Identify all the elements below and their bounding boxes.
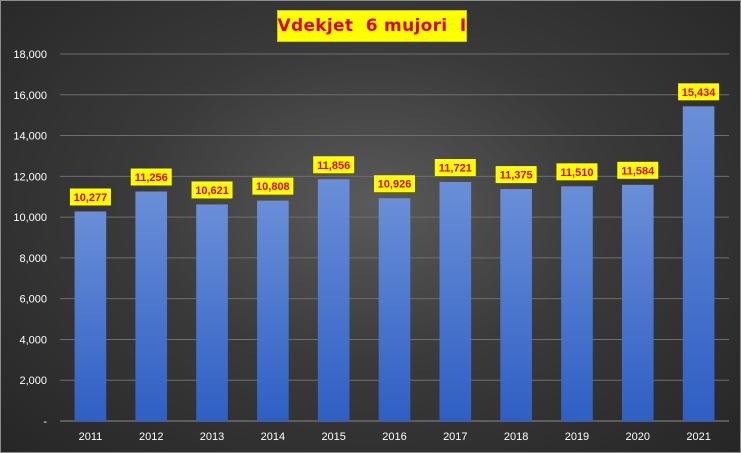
data-label-box (252, 177, 294, 195)
bar (317, 179, 350, 421)
x-tick-label: 2019 (565, 431, 589, 443)
x-tick-label: 2014 (261, 431, 285, 443)
x-tick-label: 2015 (321, 431, 345, 443)
x-axis-ticks: 2011 2012 2013 2014 2015 2016 2017 2018 2019 2020… (79, 431, 711, 443)
data-label: 10,926 (378, 179, 412, 191)
bar (500, 189, 532, 421)
data-label-box (313, 156, 355, 174)
x-tick-label: 2018 (504, 431, 528, 443)
data-label: 10,808 (256, 181, 290, 193)
x-tick-label: 2020 (626, 431, 650, 443)
data-label-box (617, 161, 659, 179)
x-tick-label: 2017 (443, 431, 467, 443)
y-tick-label: 16,000 (13, 90, 47, 102)
data-label: 11,584 (621, 165, 655, 177)
data-label: 15,434 (682, 87, 717, 99)
data-label: 11,375 (500, 170, 533, 182)
bar (378, 198, 411, 421)
y-tick-label: 12,000 (13, 171, 47, 183)
data-label: 11,256 (135, 172, 168, 184)
x-tick-label: 2011 (79, 431, 103, 443)
chart-title: Vdekjet 6 mujori I (277, 10, 467, 42)
y-axis-ticks: - 2,000 4,000 6,000 8,000 10,000 12,000 14,000 1… (13, 49, 47, 428)
data-label: 10,621 (195, 185, 229, 197)
y-tick-label: 6,000 (19, 294, 47, 306)
x-tick-label: 2021 (686, 431, 710, 443)
bar (135, 191, 168, 421)
data-label: 11,510 (560, 167, 593, 179)
bar (682, 106, 715, 422)
bar (621, 184, 654, 421)
y-tick-label: 14,000 (13, 131, 47, 143)
data-label-box (191, 181, 233, 199)
data-label-box (556, 163, 598, 181)
data-label-box (69, 188, 111, 206)
data-label: 10,277 (74, 192, 108, 204)
data-label-box (130, 168, 172, 186)
data-label-box (374, 175, 415, 193)
y-tick-label: 18,000 (13, 49, 47, 61)
bar (74, 211, 107, 421)
bar (196, 204, 228, 421)
bar (257, 200, 289, 421)
data-label-box (678, 83, 720, 101)
data-label-box (434, 159, 476, 177)
data-label: 11,856 (317, 160, 350, 172)
x-tick-label: 2013 (200, 431, 224, 443)
data-labels: 10,277 11,256 10,621 10,808 11,856 10,926 11,7… (69, 83, 720, 206)
data-label-box (495, 166, 537, 184)
y-tick-label: 4,000 (19, 334, 47, 346)
bars (74, 106, 715, 422)
y-tick-label: - (43, 416, 47, 428)
y-tick-label: 2,000 (19, 375, 47, 387)
x-tick-label: 2012 (139, 431, 163, 443)
bar (561, 186, 593, 421)
bar (439, 182, 472, 421)
y-tick-label: 8,000 (19, 253, 47, 265)
y-tick-label: 10,000 (13, 212, 47, 224)
x-tick-label: 2016 (382, 431, 406, 443)
data-label: 11,721 (439, 163, 472, 175)
